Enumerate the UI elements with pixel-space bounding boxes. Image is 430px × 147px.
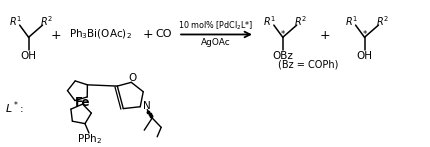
Text: OH: OH — [356, 51, 372, 61]
Text: +: + — [319, 29, 330, 42]
Text: CO: CO — [155, 30, 172, 40]
Text: *: * — [281, 30, 285, 39]
Text: $L^*$:: $L^*$: — [5, 99, 24, 116]
Text: $R^2$: $R^2$ — [294, 14, 307, 28]
Text: AgOAc: AgOAc — [201, 38, 231, 47]
Text: *: * — [362, 30, 367, 39]
Text: $R^1$: $R^1$ — [345, 14, 358, 28]
Text: $R^1$: $R^1$ — [263, 14, 276, 28]
Text: $R^2$: $R^2$ — [40, 14, 53, 28]
Text: $\mathrm{PPh_2}$: $\mathrm{PPh_2}$ — [77, 133, 102, 146]
Text: (Bz = COPh): (Bz = COPh) — [277, 60, 338, 70]
Text: OH: OH — [21, 51, 37, 61]
Text: 10 mol% [PdCl$_2$L*]: 10 mol% [PdCl$_2$L*] — [178, 20, 254, 32]
Text: $R^1$: $R^1$ — [9, 14, 22, 28]
Text: $\mathrm{Ph_3Bi(OAc)_2}$: $\mathrm{Ph_3Bi(OAc)_2}$ — [69, 28, 132, 41]
Text: OBz: OBz — [272, 51, 293, 61]
Text: O: O — [128, 73, 136, 83]
Text: +: + — [143, 28, 154, 41]
Text: +: + — [50, 29, 61, 42]
Text: N: N — [143, 101, 151, 111]
Text: Fe: Fe — [75, 96, 90, 110]
Text: $R^2$: $R^2$ — [376, 14, 389, 28]
